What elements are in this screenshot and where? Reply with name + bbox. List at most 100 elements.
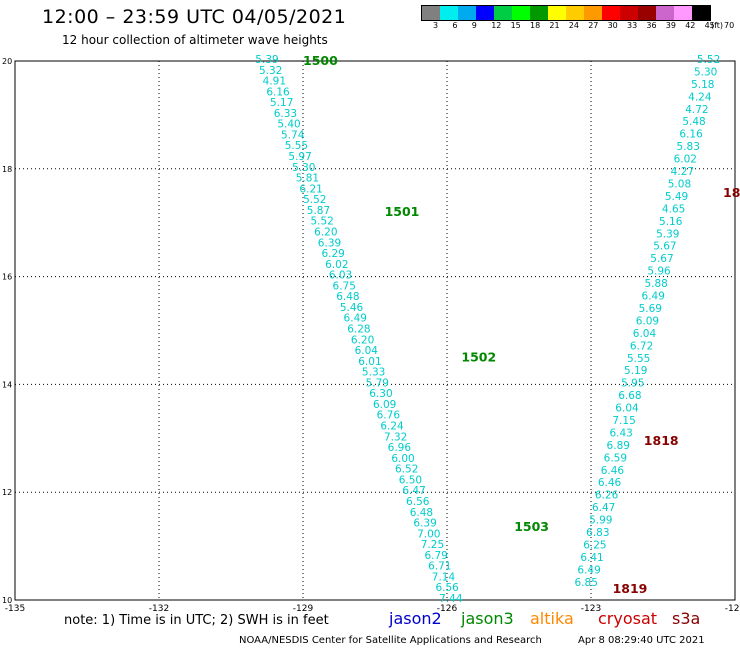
data-marks: 5.395.324.916.165.176.335.405.745.555.97… bbox=[255, 53, 740, 605]
scale-swatch bbox=[512, 6, 530, 20]
satellite-legend-jason3: jason3 bbox=[461, 609, 514, 628]
y-tick-label: 18 bbox=[2, 165, 12, 174]
wave-height-value: 4.72 bbox=[685, 104, 708, 116]
wave-height-value: 6.00 bbox=[391, 453, 414, 465]
wave-height-value: 4.91 bbox=[263, 76, 286, 88]
pass-time-label: 1819 bbox=[613, 581, 648, 596]
wave-height-value: 6.02 bbox=[674, 154, 697, 166]
wave-height-value: 6.79 bbox=[424, 550, 447, 562]
wave-height-value: 5.81 bbox=[296, 173, 319, 185]
scale-label: 9 bbox=[471, 21, 477, 30]
scale-label: 6 bbox=[452, 21, 458, 30]
pass-time-label: 1502 bbox=[461, 349, 496, 364]
scale-label: 27 bbox=[588, 21, 599, 30]
scale-swatch bbox=[674, 6, 692, 20]
scale-swatch bbox=[548, 6, 566, 20]
scale-label: 45 bbox=[704, 21, 715, 30]
wave-height-value: 6.83 bbox=[586, 527, 609, 539]
scale-label: 18 bbox=[530, 21, 541, 30]
wave-height-value: 5.48 bbox=[682, 116, 705, 128]
wave-height-value: 6.49 bbox=[577, 564, 600, 576]
wave-height-value: 6.49 bbox=[642, 291, 665, 303]
wave-height-value: 5.99 bbox=[589, 515, 612, 527]
scale-label: 3 bbox=[433, 21, 439, 30]
wave-height-value: 5.55 bbox=[627, 353, 650, 365]
wave-height-value: 7.14 bbox=[432, 571, 456, 583]
scale-swatch bbox=[530, 6, 548, 20]
scale-swatch bbox=[566, 6, 584, 20]
scale-swatch bbox=[422, 6, 440, 20]
wave-height-value: 7.25 bbox=[421, 539, 444, 551]
wave-height-value: 6.71 bbox=[428, 561, 451, 573]
wave-height-value: 6.20 bbox=[314, 226, 337, 238]
satellite-legend-altika: altika bbox=[530, 609, 574, 628]
color-scale-labels: 3 6 9 12 15 18 21 24 27 30 33 36 39 42 45 70 (ft) bbox=[421, 21, 734, 33]
wave-height-value: 5.87 bbox=[307, 205, 330, 217]
wave-height-value: 4.65 bbox=[662, 203, 685, 215]
wave-height-value: 5.55 bbox=[285, 140, 308, 152]
wave-height-value: 6.50 bbox=[399, 474, 422, 486]
pass-time-label: 1501 bbox=[385, 204, 420, 219]
wave-height-value: 5.39 bbox=[255, 54, 278, 66]
wave-height-value: 6.76 bbox=[377, 410, 401, 422]
wave-height-value: 5.52 bbox=[303, 194, 326, 206]
wave-height-value: 6.26 bbox=[595, 490, 619, 502]
wave-height-value: 6.39 bbox=[413, 518, 436, 530]
wave-height-value: 5.39 bbox=[656, 228, 679, 240]
wave-height-value: 7.00 bbox=[417, 528, 440, 540]
wave-height-value: 6.43 bbox=[609, 427, 632, 439]
wave-height-value: 6.96 bbox=[388, 442, 412, 454]
wave-height-value: 5.30 bbox=[292, 162, 315, 174]
scale-swatch bbox=[620, 6, 638, 20]
wave-height-value: 6.47 bbox=[592, 502, 615, 514]
wave-height-value: 6.09 bbox=[636, 315, 659, 327]
satellite-legend-cryosat: cryosat bbox=[598, 609, 658, 628]
wave-height-value: 6.41 bbox=[580, 552, 603, 564]
wave-height-value: 6.48 bbox=[336, 291, 359, 303]
wave-height-value: 5.52 bbox=[697, 54, 720, 66]
scale-swatch bbox=[638, 6, 656, 20]
wave-height-value: 4.27 bbox=[671, 166, 694, 178]
scale-label: 39 bbox=[665, 21, 676, 30]
scale-swatch bbox=[476, 6, 494, 20]
wave-height-value: 5.16 bbox=[659, 216, 683, 228]
scale-label: 30 bbox=[607, 21, 618, 30]
wave-height-value: 5.40 bbox=[277, 119, 300, 131]
x-tick-label: -132 bbox=[149, 604, 169, 614]
wave-height-value: 5.69 bbox=[639, 303, 662, 315]
chart-subtitle: 12 hour collection of altimeter wave hei… bbox=[62, 33, 328, 47]
y-tick-label: 12 bbox=[2, 488, 12, 497]
wave-height-value: 5.30 bbox=[694, 66, 717, 78]
scale-label: 12 bbox=[491, 21, 502, 30]
wave-height-value: 6.68 bbox=[618, 390, 641, 402]
wave-height-value: 7.32 bbox=[384, 431, 407, 443]
y-tick-label: 14 bbox=[2, 380, 12, 389]
pass-time-label: 1500 bbox=[303, 53, 338, 68]
footnote: note: 1) Time is in UTC; 2) SWH is in fe… bbox=[64, 613, 329, 628]
wave-height-value: 5.17 bbox=[270, 97, 293, 109]
wave-height-value: 5.67 bbox=[653, 241, 676, 253]
x-tick-label: -126 bbox=[437, 604, 458, 614]
satellite-legend-s3a: s3a bbox=[672, 609, 701, 628]
wave-height-value: 5.79 bbox=[366, 377, 389, 389]
wave-height-value: 6.01 bbox=[358, 356, 381, 368]
wave-height-value: 6.16 bbox=[679, 129, 703, 141]
x-tick-label: -123 bbox=[581, 604, 601, 614]
scale-label: 36 bbox=[646, 21, 657, 30]
wave-height-value: 6.29 bbox=[321, 248, 344, 260]
plot-frame bbox=[14, 60, 736, 601]
wave-height-value: 7.15 bbox=[612, 415, 635, 427]
scale-label: 42 bbox=[685, 21, 696, 30]
wave-height-value: 5.08 bbox=[668, 178, 691, 190]
scale-label: 21 bbox=[549, 21, 560, 30]
wave-height-value: 5.96 bbox=[647, 266, 671, 278]
wave-height-value: 5.52 bbox=[310, 216, 333, 228]
wave-height-value: 5.83 bbox=[677, 141, 700, 153]
wave-height-value: 5.74 bbox=[281, 129, 305, 141]
wave-height-value: 6.30 bbox=[369, 388, 392, 400]
wave-height-value: 5.49 bbox=[665, 191, 688, 203]
scale-swatch bbox=[692, 6, 710, 20]
wave-height-value: 6.09 bbox=[373, 399, 396, 411]
chart-title: 12:00 – 23:59 UTC 04/05/2021 bbox=[42, 6, 347, 28]
wave-height-value: 6.20 bbox=[351, 334, 374, 346]
